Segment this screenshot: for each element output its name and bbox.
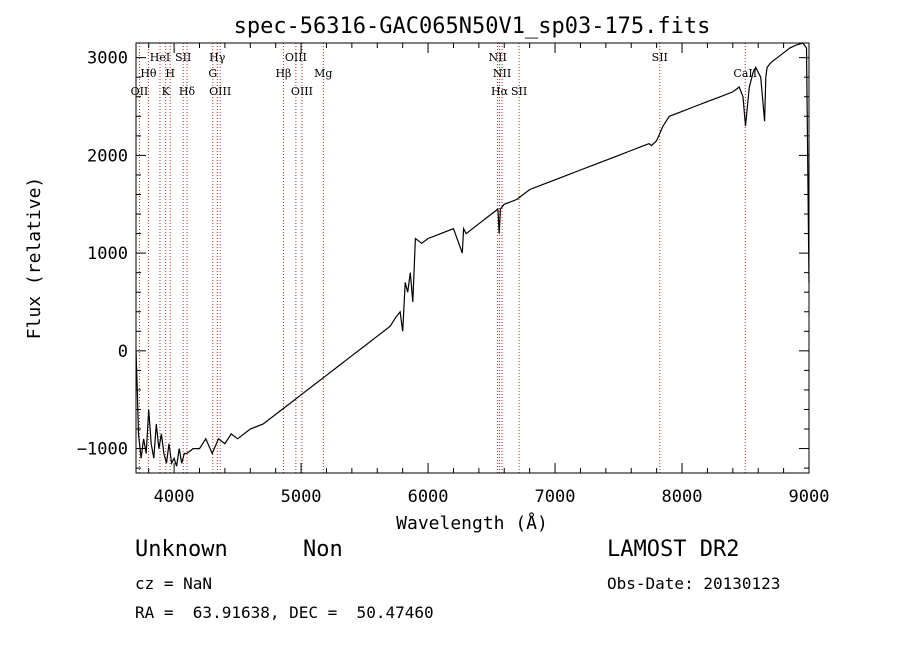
- marker-label: OIII: [285, 51, 307, 64]
- marker-label: Hδ: [179, 85, 196, 98]
- marker-label: Hθ: [140, 67, 157, 80]
- y-axis-label: Flux (relative): [24, 177, 45, 340]
- marker-label: SII: [652, 51, 668, 64]
- y-tick-label: 3000: [87, 49, 128, 69]
- marker-label: Hγ: [209, 51, 226, 64]
- x-tick-label: 5000: [281, 487, 322, 507]
- x-axis-ticks: 4000 5000 6000 7000 8000 9000: [148, 43, 830, 507]
- marker-lines: [138, 43, 746, 473]
- y-tick-label: 1000: [87, 244, 128, 264]
- marker-label: HeI: [150, 51, 170, 64]
- spectrum-chart: spec-56316-GAC065N50V1_sp03-175.fits OII…: [24, 14, 830, 534]
- marker-labels: OIIHθHeIKHSIIHδHγGOIIIHβOIIIOIIIMgNIINII…: [131, 51, 758, 98]
- marker-label: CaII: [733, 67, 757, 80]
- marker-label: K: [162, 85, 171, 98]
- marker-label: SII: [511, 85, 527, 98]
- x-tick-label: 4000: [154, 487, 195, 507]
- y-tick-label: −1000: [77, 440, 128, 460]
- subclass-label: Non: [303, 537, 343, 562]
- marker-label: SII: [175, 51, 191, 64]
- y-tick-label: 0: [118, 342, 128, 362]
- marker-label: NII: [493, 67, 511, 80]
- marker-label: Mg: [314, 67, 332, 80]
- survey-label: LAMOST DR2: [607, 537, 740, 562]
- x-tick-label: 6000: [408, 487, 449, 507]
- chart-title: spec-56316-GAC065N50V1_sp03-175.fits: [234, 14, 711, 39]
- marker-label: Hβ: [275, 67, 291, 80]
- plot-frame: [135, 42, 810, 474]
- y-tick-label: 2000: [87, 146, 128, 166]
- marker-label: OIII: [209, 85, 231, 98]
- cz-text: cz = NaN: [135, 574, 213, 593]
- y-axis-ticks: −1000 0 1000 2000 3000: [77, 49, 809, 469]
- marker-label: G: [208, 67, 217, 80]
- marker-label: Hα: [491, 85, 509, 98]
- marker-label: OII: [131, 85, 149, 98]
- coords-text: RA = 63.91638, DEC = 50.47460: [135, 603, 434, 622]
- marker-label: H: [165, 67, 175, 80]
- marker-label: OIII: [291, 85, 313, 98]
- marker-label: NII: [488, 51, 506, 64]
- x-tick-label: 7000: [535, 487, 576, 507]
- x-tick-label: 8000: [662, 487, 703, 507]
- class-label: Unknown: [135, 537, 228, 562]
- obs-date-text: Obs-Date: 20130123: [607, 574, 781, 593]
- x-axis-label: Wavelength (Å): [396, 512, 548, 534]
- x-tick-label: 9000: [789, 487, 830, 507]
- spectrum-line: [135, 42, 810, 467]
